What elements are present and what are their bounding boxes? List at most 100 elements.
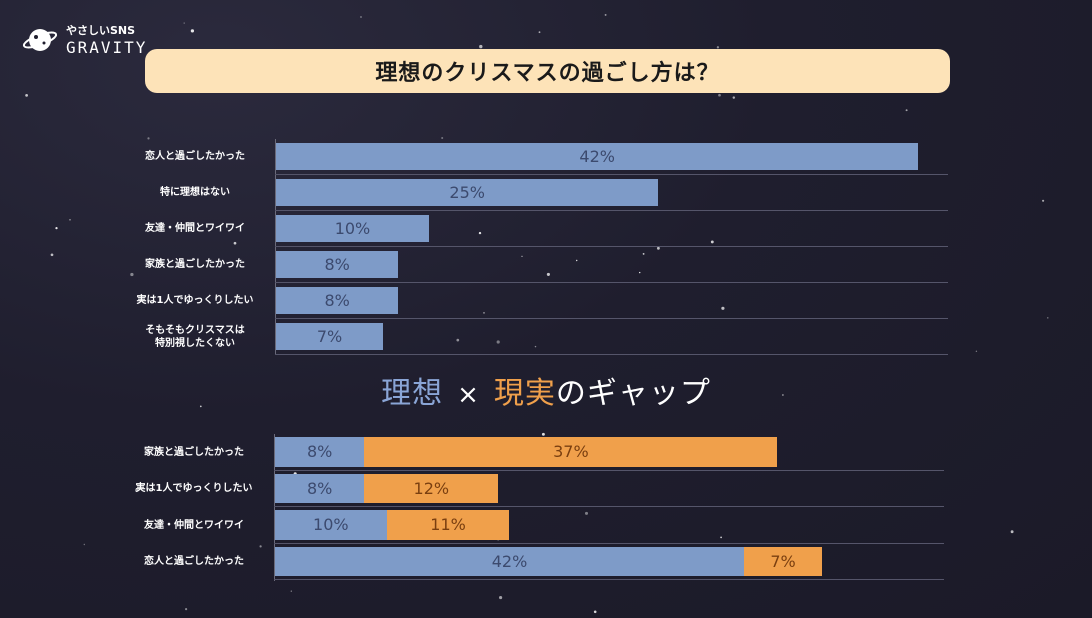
ideal-bar: 10% [275, 510, 387, 540]
data-label: 10% [334, 219, 371, 238]
data-label: 7% [316, 327, 343, 346]
data-label: 10% [313, 515, 349, 535]
ideal-chart-row: 特に理想はない 25% [160, 175, 948, 211]
row-gridline [274, 579, 944, 580]
star [456, 338, 460, 342]
gap-chart-row: 家族と過ごしたかった 8% 37% [144, 434, 944, 471]
title-banner: 理想のクリスマスの過ごし方は？ [145, 49, 950, 93]
star [975, 350, 978, 352]
row-gridline [274, 469, 944, 471]
star [642, 252, 645, 255]
star [720, 536, 722, 539]
ideal-chart-row: 実は1人でゆっくりしたい 8% [137, 283, 948, 319]
star [217, 325, 220, 328]
reality-bar: 12% [364, 473, 499, 503]
star [69, 218, 71, 221]
gap-title-reality: 現実 [493, 376, 556, 411]
data-label: 42% [579, 147, 615, 166]
star [534, 345, 537, 348]
ideal-chart-row: 友達・仲間とワイワイ 10% [145, 211, 948, 247]
star [185, 608, 188, 611]
star [575, 259, 578, 262]
ideal-chart: 恋人と過ごしたかった 42% 特に理想はない 25% 友達・仲間とワイワイ 10% 家族と過… [137, 139, 948, 355]
category-label: 家族と過ごしたかった [145, 259, 245, 271]
ideal-chart-axis [275, 139, 276, 355]
category-label: 恋人と過ごしたかった [145, 151, 245, 163]
ideal-chart-row: 家族と過ごしたかった 8% [145, 247, 948, 283]
row-gridline [274, 506, 944, 507]
star [1010, 530, 1014, 534]
star [233, 241, 237, 245]
star [496, 340, 500, 344]
ideal-bar: 10% [276, 215, 429, 242]
data-label: 8% [324, 291, 350, 310]
row-gridline [275, 246, 948, 247]
star [499, 596, 503, 600]
data-label: 42% [491, 551, 528, 571]
data-label: 37% [553, 442, 589, 462]
star [50, 253, 54, 257]
category-label: 恋人と過ごしたかった [144, 556, 244, 567]
reality-bar: 11% [386, 510, 510, 540]
star [716, 46, 720, 49]
category-label: そもそもクリスマスは 特別視したくない [145, 324, 245, 350]
data-label: 8% [306, 442, 333, 462]
star [259, 545, 262, 548]
star [905, 109, 908, 112]
ideal-chart-row: そもそもクリスマスは 特別視したくない 7% [145, 319, 948, 355]
star [479, 44, 483, 49]
ideal-bar: 8% [275, 437, 365, 467]
category-label: 家族と過ごしたかった [144, 446, 244, 458]
ideal-bar: 25% [276, 179, 659, 206]
star [546, 272, 550, 276]
star [538, 31, 541, 34]
brand-logo: やさしいSNS GRAVITY [22, 22, 147, 58]
gap-title-ideal: 理想 [381, 376, 444, 411]
star [183, 22, 185, 24]
star [593, 610, 597, 614]
brand-tagline: やさしいSNS [66, 23, 136, 37]
ideal-bar: 8% [276, 287, 399, 314]
star [83, 543, 85, 546]
data-label: 8% [306, 478, 333, 498]
gap-chart-row: 恋人と過ごしたかった 42% 7% [144, 544, 944, 580]
data-label: 7% [770, 551, 796, 571]
data-label: 25% [449, 183, 485, 202]
star [199, 405, 202, 408]
reality-bar: 7% [744, 546, 823, 576]
star [478, 231, 482, 235]
star [732, 96, 736, 99]
category-label: 友達・仲間とワイワイ [144, 519, 244, 531]
gap-title-rest: のギャップ [555, 376, 711, 411]
ideal-bar: 8% [276, 251, 399, 278]
brand-name: GRAVITY [66, 37, 148, 57]
star [718, 93, 721, 97]
gap-chart-axis [274, 434, 275, 581]
star [584, 511, 589, 515]
category-label: 特に理想はない [160, 187, 230, 199]
data-label: 12% [413, 478, 450, 498]
star [782, 394, 784, 396]
star [483, 312, 485, 314]
star [147, 137, 150, 140]
star [541, 432, 545, 436]
ideal-bar: 8% [275, 473, 365, 503]
star [639, 271, 641, 274]
star [360, 16, 362, 18]
category-label: 実は1人でゆっくりしたい [135, 483, 253, 494]
star [521, 255, 523, 257]
chart-title: 理想のクリスマスの過ごし方は？ [375, 61, 720, 86]
gap-title: 理想 × 現実のギャップ [0, 368, 1092, 412]
category-label: 実は1人でゆっくりしたい [136, 295, 254, 307]
star [1042, 199, 1045, 202]
ideal-bar: 42% [276, 143, 919, 170]
star [130, 272, 134, 277]
row-gridline [275, 282, 948, 283]
gap-chart-row: 実は1人でゆっくりしたい 8% 12% [136, 471, 944, 507]
planet-icon [22, 29, 58, 51]
star [604, 13, 607, 16]
gap-chart-row: 友達・仲間とワイワイ 10% 11% [144, 507, 944, 544]
star [441, 136, 444, 140]
ideal-bar: 42% [275, 546, 744, 576]
